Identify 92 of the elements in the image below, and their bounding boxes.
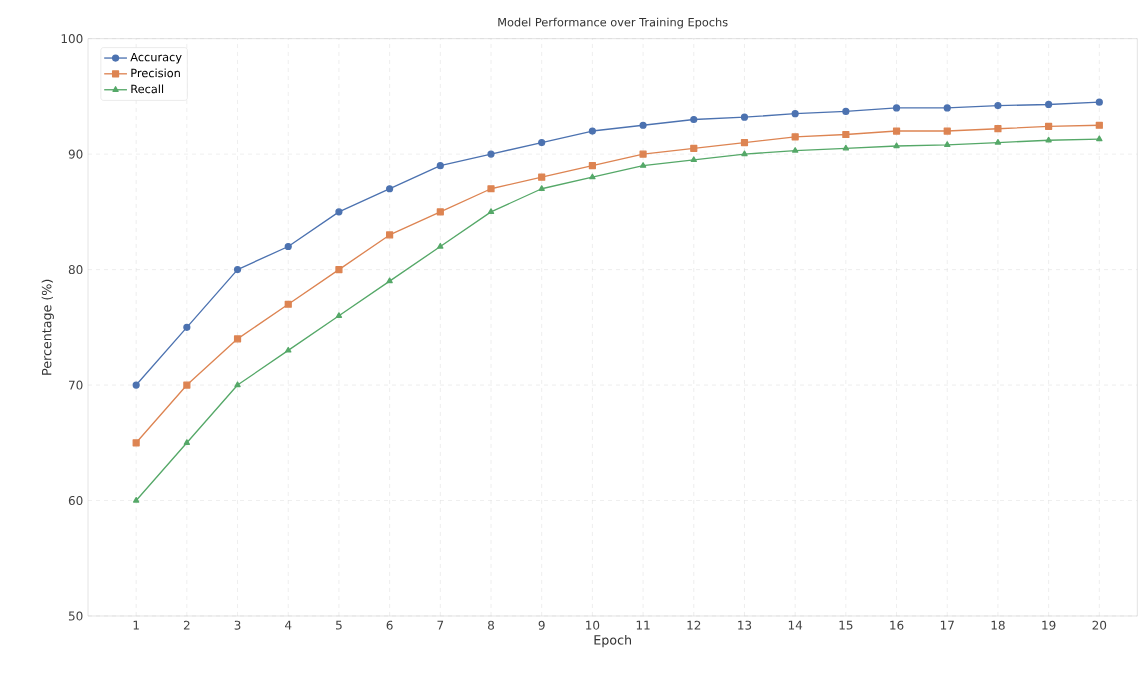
x-tick-label: 16: [890, 620, 904, 630]
point: [183, 323, 191, 331]
point: [639, 150, 647, 158]
point: [741, 150, 748, 157]
point: [1096, 135, 1103, 142]
point: [943, 127, 951, 135]
point: [639, 162, 647, 168]
point: [893, 142, 900, 149]
x-tick-label: 19: [1042, 620, 1056, 630]
point: [386, 185, 394, 193]
point: [538, 173, 546, 181]
point: [791, 110, 799, 118]
point: [538, 185, 545, 191]
point: [132, 439, 140, 447]
legend-label: Recall: [131, 84, 164, 94]
point: [589, 173, 596, 180]
x-tick-label: 9: [538, 620, 545, 630]
x-tick-label: 10: [586, 620, 600, 630]
point: [132, 496, 140, 503]
point: [588, 127, 596, 135]
point: [690, 156, 697, 163]
x-tick-label: 7: [437, 620, 444, 630]
x-tick-label: 11: [636, 620, 650, 630]
point: [1095, 98, 1103, 106]
point: [740, 113, 749, 121]
legend-label: Precision: [131, 68, 180, 78]
point: [132, 381, 140, 389]
point: [183, 439, 191, 445]
x-tick-label: 17: [940, 620, 954, 630]
point: [842, 107, 850, 115]
point: [588, 162, 596, 170]
point: [284, 242, 292, 251]
x-tick-label: 18: [991, 620, 1005, 630]
point: [285, 346, 292, 353]
point: [335, 208, 343, 216]
x-tick-label: 4: [285, 620, 292, 630]
y-tick-label: 80: [68, 265, 83, 275]
point: [1045, 100, 1053, 109]
y-tick-label: 60: [68, 495, 83, 506]
legend-label: Accuracy: [130, 52, 182, 64]
point: [335, 265, 343, 274]
point: [233, 265, 242, 274]
point: [538, 138, 546, 147]
x-tick-label: 2: [183, 620, 190, 630]
point: [436, 208, 444, 216]
point: [1045, 122, 1053, 131]
point: [690, 115, 698, 124]
y-tick-label: 100: [61, 34, 83, 44]
point: [487, 150, 495, 158]
x-tick-label: 14: [788, 620, 803, 630]
x-axis-title: Epoch: [594, 634, 632, 648]
point: [944, 141, 951, 148]
point: [994, 125, 1002, 133]
x-tick-label: 8: [488, 620, 495, 630]
point: [892, 104, 901, 112]
y-tick-label: 90: [68, 149, 83, 159]
point: [284, 300, 292, 308]
y-tick-label: 50: [68, 611, 83, 621]
point: [487, 208, 495, 214]
x-tick-label: 15: [839, 620, 853, 630]
x-tick-label: 6: [386, 620, 393, 630]
x-tick-label: 3: [234, 620, 241, 630]
point: [335, 312, 343, 318]
point: [740, 138, 749, 147]
y-tick-label: 70: [69, 380, 83, 390]
chart-title: Model Performance over Training Epochs: [498, 17, 728, 29]
point: [791, 133, 799, 141]
point: [183, 381, 191, 389]
point: [994, 138, 1002, 145]
x-tick-label: 1: [133, 620, 139, 630]
point: [234, 381, 241, 388]
y-axis-title: Percentage (%): [41, 279, 54, 375]
x-tick-label: 13: [738, 620, 752, 630]
point: [892, 127, 901, 135]
point: [436, 162, 444, 170]
point: [690, 144, 698, 152]
point: [487, 185, 495, 193]
point: [943, 104, 951, 112]
point: [1095, 121, 1103, 129]
point: [437, 242, 444, 249]
point: [233, 335, 242, 343]
point: [386, 277, 393, 284]
point: [994, 102, 1002, 110]
point: [1045, 136, 1052, 143]
point: [842, 130, 850, 139]
x-tick-label: 12: [687, 620, 701, 630]
x-tick-label: 5: [336, 620, 342, 630]
point: [842, 144, 850, 151]
x-tick-label: 20: [1092, 620, 1107, 630]
point: [639, 121, 647, 129]
point: [791, 147, 799, 153]
point: [386, 231, 394, 239]
